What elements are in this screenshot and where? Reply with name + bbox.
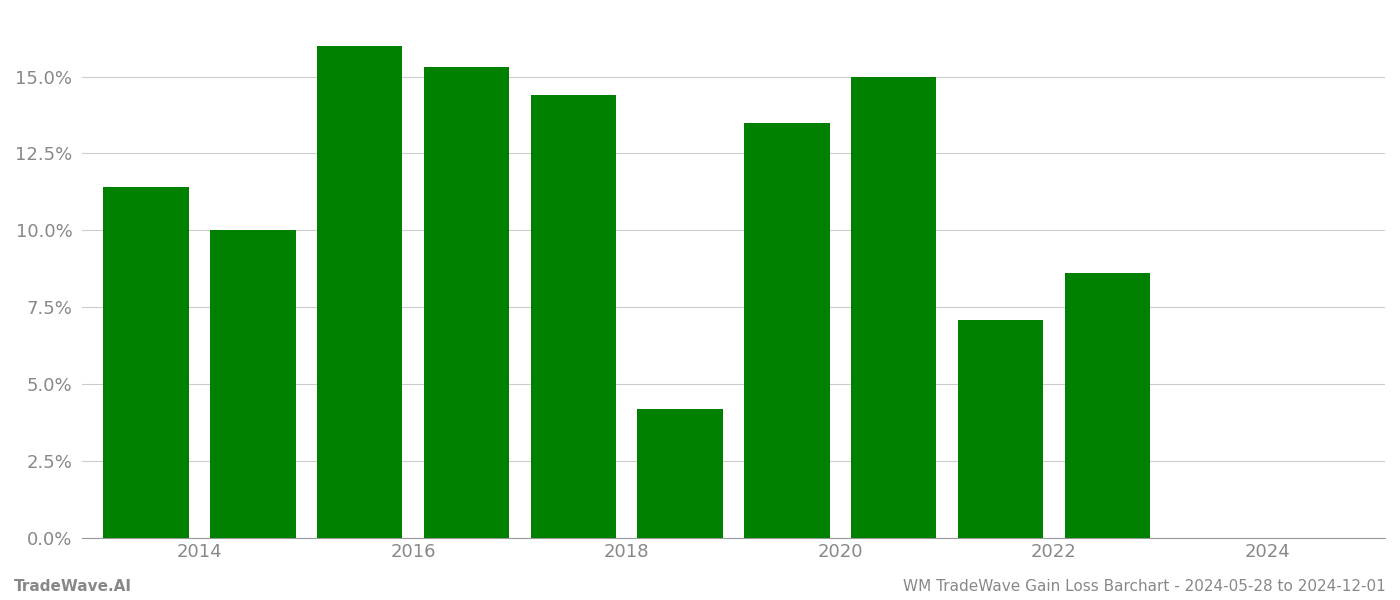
Bar xyxy=(104,187,189,538)
Text: TradeWave.AI: TradeWave.AI xyxy=(14,579,132,594)
Bar xyxy=(531,95,616,538)
Bar xyxy=(958,320,1043,538)
Bar xyxy=(637,409,722,538)
Bar xyxy=(424,67,510,538)
Bar xyxy=(851,77,937,538)
Bar xyxy=(210,230,295,538)
Bar xyxy=(316,46,402,538)
Text: WM TradeWave Gain Loss Barchart - 2024-05-28 to 2024-12-01: WM TradeWave Gain Loss Barchart - 2024-0… xyxy=(903,579,1386,594)
Bar xyxy=(745,123,830,538)
Bar xyxy=(1064,274,1149,538)
